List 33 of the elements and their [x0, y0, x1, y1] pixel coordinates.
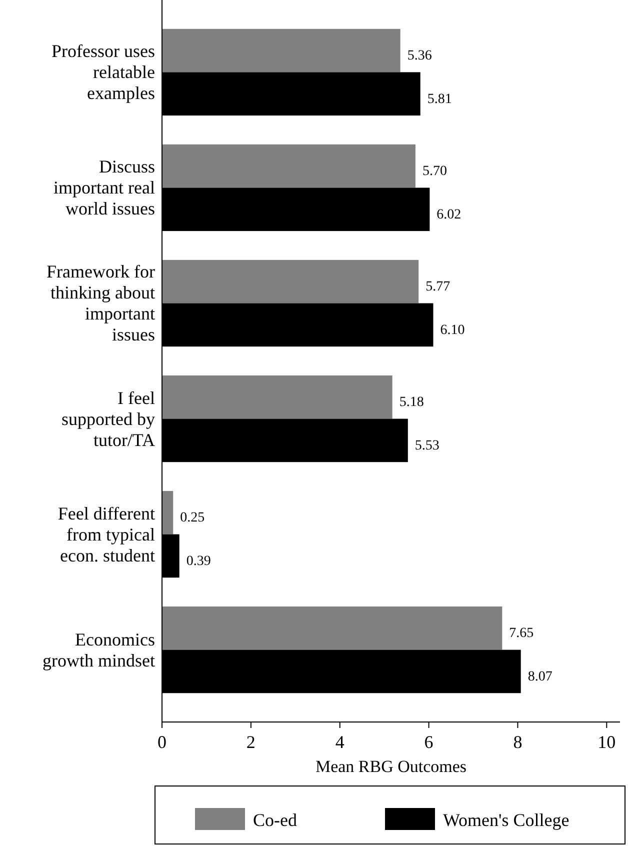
data-label: 0.39: [186, 554, 211, 569]
data-label: 5.36: [407, 48, 432, 64]
data-label: 5.81: [427, 92, 452, 107]
x-tick-label: 0: [158, 732, 166, 752]
bar: [162, 260, 419, 304]
data-label: 0.25: [180, 510, 205, 526]
y-tick-label: I feel supported by tutor/TA: [62, 388, 155, 450]
bar: [162, 375, 392, 419]
data-label: 8.07: [528, 669, 552, 684]
data-label: 5.18: [399, 395, 424, 410]
x-axis-title: Mean RBG Outcomes: [315, 757, 467, 776]
x-tick-label: 8: [513, 732, 522, 752]
x-tick-label: 2: [246, 732, 256, 752]
data-label: 5.77: [426, 280, 450, 295]
bar: [162, 28, 400, 72]
y-tick-label: Feel different from typical econ. student: [58, 503, 155, 566]
x-tick-label: 4: [335, 732, 344, 752]
y-tick-label: Professor uses relatable examples: [52, 41, 155, 104]
bar: [162, 606, 502, 650]
legend-label: Women's College: [443, 810, 570, 830]
y-tick-label: Framework for thinking about important issues: [46, 262, 156, 345]
data-label: 5.70: [422, 164, 447, 180]
x-tick-label: 6: [424, 732, 434, 752]
y-tick-label: Discuss important real world issues: [54, 156, 155, 219]
bar: [162, 490, 174, 534]
bar: [162, 144, 416, 188]
y-tick-label: Economics growth mindset: [42, 629, 155, 670]
data-label: 7.65: [509, 626, 534, 642]
data-label: 6.10: [440, 322, 465, 338]
data-label: 6.02: [436, 207, 462, 222]
legend-label: Co-ed: [253, 810, 297, 830]
x-tick-label: 10: [598, 732, 616, 752]
data-label: 5.53: [414, 438, 440, 454]
